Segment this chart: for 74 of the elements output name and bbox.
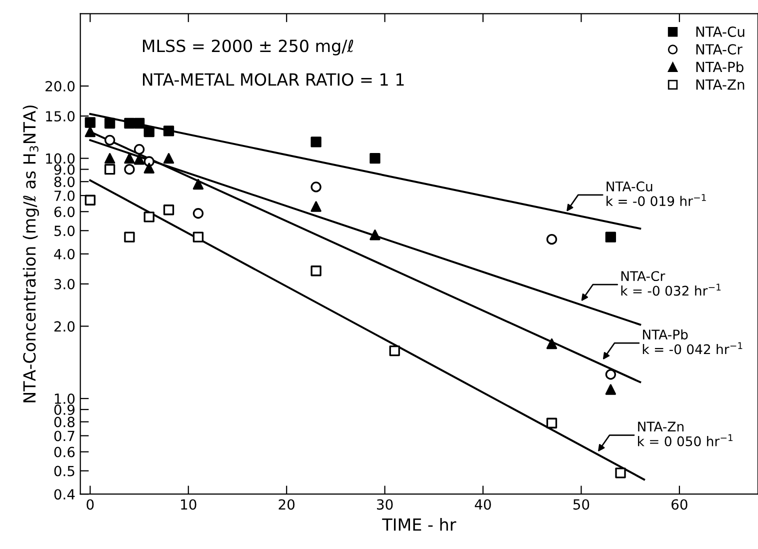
legend-label: NTA-Pb xyxy=(696,61,744,72)
point xyxy=(134,118,145,129)
legend-label: NTA-Cr xyxy=(696,44,742,55)
y-tick-label: 0.4 xyxy=(54,489,75,500)
point xyxy=(546,234,558,245)
point xyxy=(104,134,116,146)
point xyxy=(144,126,154,138)
point xyxy=(546,418,558,428)
point xyxy=(163,204,174,216)
point xyxy=(615,468,626,478)
point xyxy=(310,201,322,212)
annotation: MLSS = 2000 ± 250 mg/ℓ xyxy=(142,40,354,56)
y-tick-label: 7.0 xyxy=(54,190,75,202)
y-tick-label: 9.0 xyxy=(54,164,75,175)
x-tick-label: 20 xyxy=(278,499,295,510)
y-tick-label: 0.8 xyxy=(54,416,75,428)
y-tick-label: 4.0 xyxy=(54,248,75,260)
point xyxy=(546,338,558,350)
point xyxy=(192,232,204,242)
point xyxy=(124,232,135,242)
point xyxy=(605,384,616,395)
y-tick-label: 3.0 xyxy=(54,278,75,290)
point xyxy=(605,369,616,380)
annotation: NTA-Cr k = -0 032 hr$^{−1}$ xyxy=(621,271,721,296)
point xyxy=(370,152,380,164)
x-tick-label: 30 xyxy=(377,499,393,510)
point xyxy=(144,162,154,174)
y-tick-label: 0.9 xyxy=(54,404,75,415)
point xyxy=(84,117,96,128)
point xyxy=(104,152,116,164)
y-tick-label: 10.0 xyxy=(46,153,75,164)
point xyxy=(124,164,135,175)
x-tick-label: 40 xyxy=(474,499,491,510)
y-tick-label: 20.0 xyxy=(46,80,75,92)
y-tick-label: 6.0 xyxy=(54,206,75,218)
legend-label: NTA-Zn xyxy=(696,79,744,90)
x-tick-label: 10 xyxy=(181,499,196,510)
annotation: NTA-Pb k = -0 042 hr$^{−1}$ xyxy=(642,329,742,354)
point xyxy=(605,232,616,242)
y-tick-label: 2.0 xyxy=(54,321,75,332)
y-tick-label: 5.0 xyxy=(54,226,75,236)
point xyxy=(104,118,116,129)
legend-label: NTA-Cu xyxy=(696,26,744,37)
point xyxy=(84,194,96,206)
annotation: NTA-METAL MOLAR RATIO = 1 1 xyxy=(142,73,404,86)
y-tick-label: 0.5 xyxy=(54,466,74,476)
point xyxy=(163,152,174,164)
annotation: NTA-Cu k = -0 019 hr$^{−1}$ xyxy=(606,181,706,206)
point xyxy=(163,126,174,136)
point xyxy=(124,152,135,164)
point xyxy=(134,144,145,155)
y-tick-label: 0.7 xyxy=(54,430,74,442)
point xyxy=(389,345,400,356)
y-tick-label: 0.6 xyxy=(54,446,75,458)
x-tick-label: 50 xyxy=(573,499,590,510)
point xyxy=(104,164,116,175)
x-axis-title: TIME - hr xyxy=(382,518,456,531)
point xyxy=(310,266,322,276)
annotation: NTA-Zn k = 0 050 hr$^{−1}$ xyxy=(638,422,733,446)
x-tick-label: 0 xyxy=(86,499,94,510)
x-tick-label: 60 xyxy=(672,499,688,510)
y-tick-label: 8.0 xyxy=(54,176,75,188)
point xyxy=(84,126,96,138)
point xyxy=(370,230,380,240)
y-axis-title: NTA-Concentration (mg/ℓ as H$_{3}$NTA) xyxy=(22,106,39,402)
y-tick-label: 15.0 xyxy=(46,111,75,122)
point xyxy=(192,208,204,219)
point xyxy=(310,136,322,148)
point xyxy=(192,178,204,190)
point xyxy=(134,154,145,165)
point xyxy=(144,212,154,222)
y-tick-label: 1.0 xyxy=(54,393,75,404)
point xyxy=(310,182,322,192)
point xyxy=(124,118,135,129)
